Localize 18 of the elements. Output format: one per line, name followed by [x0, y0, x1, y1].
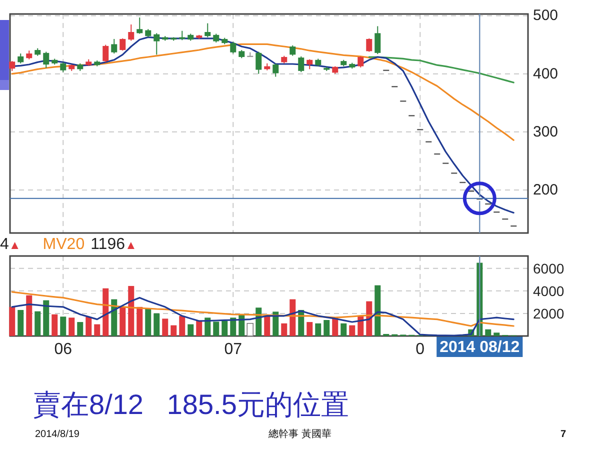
- text: MV20: [42, 236, 85, 253]
- y-tick-label: 400: [533, 65, 558, 82]
- y-tick-label: 500: [533, 7, 558, 24]
- y-tick-label: 200: [533, 182, 558, 199]
- y-tick-label: 300: [533, 123, 558, 140]
- x-tick-label: 07: [224, 341, 242, 358]
- text: 1196▲: [90, 236, 137, 253]
- y-tick-label: 2000: [533, 305, 564, 322]
- text: 總幹事 黃國華: [268, 428, 332, 440]
- y-tick-label: 4000: [533, 282, 564, 299]
- x-tick-label: 06: [54, 341, 72, 358]
- x-tick-label: 0: [416, 341, 425, 358]
- x-tick-label: 2014 08/12: [440, 339, 520, 356]
- text: 7: [560, 429, 566, 440]
- text: 賣在8/12 185.5元的位置: [33, 389, 349, 420]
- y-tick-label: 6000: [533, 260, 564, 276]
- text: 4▲: [0, 236, 21, 253]
- text: 2014/8/19: [35, 429, 80, 440]
